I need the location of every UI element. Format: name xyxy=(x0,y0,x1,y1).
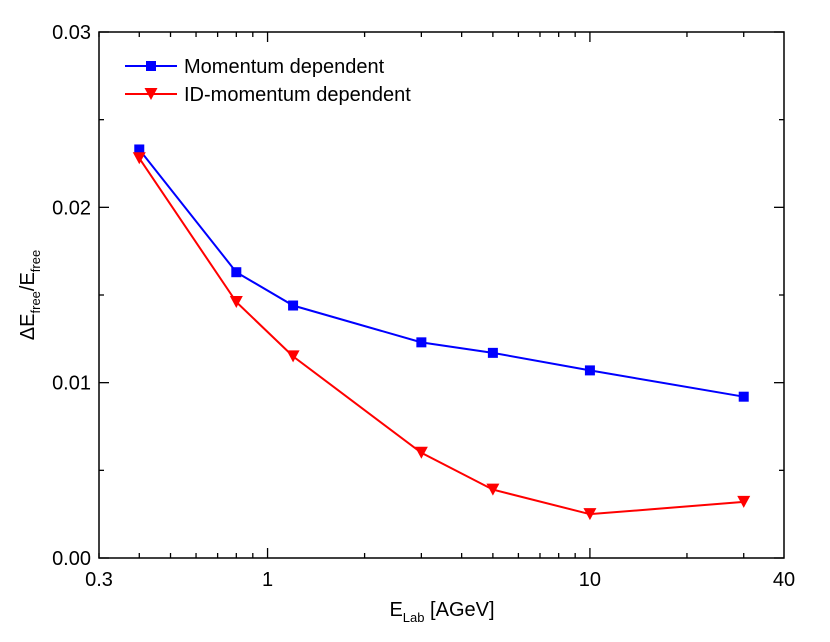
y-tick-label: 0.01 xyxy=(52,373,91,395)
x-tick-label: 1 xyxy=(262,569,273,591)
legend: Momentum dependent ID-momentum dependent xyxy=(125,56,411,106)
axes: 0.3 1 10 40 0.00 0.01 0.02 0.03 xyxy=(52,22,795,591)
y-tick-label: 0.02 xyxy=(52,197,91,219)
y-axis-label: ΔEfree/Efree xyxy=(17,250,43,340)
y-tick-label: 0.03 xyxy=(52,22,91,44)
data-point xyxy=(286,350,300,363)
data-point xyxy=(231,267,242,278)
legend-item: Momentum dependent xyxy=(125,56,385,78)
data-point xyxy=(486,483,500,496)
series-momentum-dependent xyxy=(134,144,749,402)
legend-label: ID-momentum dependent xyxy=(184,84,411,106)
series-id-momentum-dependent xyxy=(132,152,751,521)
legend-marker xyxy=(144,88,158,100)
data-point xyxy=(134,144,145,155)
data-point xyxy=(583,508,597,521)
data-point xyxy=(416,337,427,348)
x-tick-label: 0.3 xyxy=(85,569,113,591)
x-axis-label: ELab [AGeV] xyxy=(389,599,494,625)
series-line xyxy=(138,148,744,398)
x-tick-label: 10 xyxy=(579,569,601,591)
data-point xyxy=(487,347,498,358)
legend-item: ID-momentum dependent xyxy=(125,84,411,106)
series-line xyxy=(138,157,744,516)
legend-label: Momentum dependent xyxy=(184,56,385,78)
legend-marker xyxy=(146,61,156,71)
data-point xyxy=(132,152,146,165)
data-point xyxy=(738,391,749,402)
series-group xyxy=(132,144,751,521)
data-point xyxy=(584,365,595,376)
data-point xyxy=(737,495,751,508)
data-point xyxy=(414,446,428,459)
y-tick-label: 0.00 xyxy=(52,548,91,570)
x-tick-label: 40 xyxy=(773,569,795,591)
data-point xyxy=(229,296,243,309)
plot-frame xyxy=(98,31,785,559)
data-point xyxy=(288,300,299,311)
